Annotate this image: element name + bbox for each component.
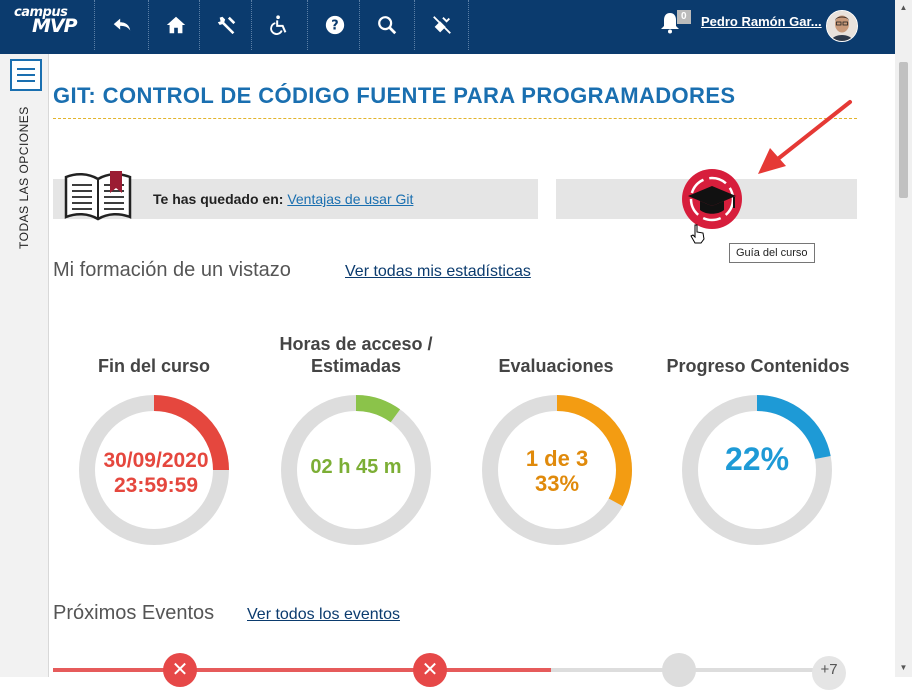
search-button[interactable] xyxy=(359,0,414,50)
back-icon xyxy=(113,18,131,31)
course-end-date: 30/09/2020 xyxy=(103,449,209,472)
stat-label-line1: Fin del curso xyxy=(97,356,211,376)
accessibility-button[interactable] xyxy=(251,0,306,50)
hand-cursor-icon xyxy=(690,224,705,244)
ring-progress-arc xyxy=(79,395,229,545)
campusmvp-logo[interactable]: campus MVP xyxy=(14,5,78,37)
vertical-scrollbar[interactable]: ▲ ▼ xyxy=(895,0,912,677)
assessments-ring xyxy=(482,395,632,545)
past-event-marker[interactable]: ✕ xyxy=(163,653,197,687)
events-heading: Próximos Eventos xyxy=(53,602,215,624)
home-icon xyxy=(166,16,186,34)
ring-progress-arc xyxy=(281,395,431,545)
svg-text:?: ? xyxy=(331,19,338,34)
events-timeline-progress xyxy=(53,668,551,672)
course-end-value: 30/09/2020 23:59:59 xyxy=(76,448,236,498)
help-icon: ? xyxy=(325,15,345,35)
all-events-link[interactable]: Ver todos los eventos xyxy=(247,606,400,623)
user-name-link[interactable]: Pedro Ramón Gar... xyxy=(701,14,822,29)
stat-label-line1: Horas de acceso / xyxy=(279,334,433,354)
title-divider xyxy=(53,118,857,119)
home-button[interactable] xyxy=(148,0,203,50)
resume-label: Te has quedado en: xyxy=(153,191,284,207)
annotation-arrow xyxy=(758,100,852,174)
access-hours-label: Horas de acceso / Estimadas xyxy=(256,333,456,377)
user-photo xyxy=(827,11,857,41)
tools-icon xyxy=(217,16,236,35)
scroll-down-arrow-icon[interactable]: ▼ xyxy=(899,663,908,672)
close-icon: ✕ xyxy=(171,659,189,681)
hamburger-icon xyxy=(17,68,35,70)
overview-heading: Mi formación de un vistazo xyxy=(53,259,291,281)
accessibility-icon xyxy=(270,15,287,35)
course-title: GIT: CONTROL DE CÓDIGO FUENTE PARA PROGR… xyxy=(53,83,736,108)
last-lesson-link[interactable]: Ventajas de usar Git xyxy=(287,191,414,207)
connection-button[interactable] xyxy=(414,0,469,50)
no-connection-icon xyxy=(433,16,451,34)
close-icon: ✕ xyxy=(421,659,439,681)
scrollbar-thumb[interactable] xyxy=(899,62,908,198)
nav-separator xyxy=(468,0,469,50)
search-icon xyxy=(378,16,397,35)
all-stats-link[interactable]: Ver todas mis estadísticas xyxy=(345,263,531,280)
notification-count-badge: 0 xyxy=(677,10,691,24)
options-sidebar: TODAS LAS OPCIONES xyxy=(0,54,49,677)
course-guide-tooltip: Guía del curso xyxy=(729,243,815,263)
content-progress-value: 22% xyxy=(724,441,790,477)
hamburger-line xyxy=(17,74,35,76)
help-button[interactable]: ? xyxy=(307,0,362,50)
stat-label-line2: Estimadas xyxy=(310,356,402,376)
course-guide-button[interactable] xyxy=(676,168,748,230)
course-end-time: 23:59:59 xyxy=(113,474,199,497)
content-progress-label: Progreso Contenidos xyxy=(658,355,858,377)
tools-button[interactable] xyxy=(199,0,254,50)
ring-progress-arc xyxy=(482,395,632,545)
content-progress-ring xyxy=(682,395,832,545)
past-event-marker[interactable]: ✕ xyxy=(413,653,447,687)
access-hours-ring xyxy=(281,395,431,545)
assessments-count: 1 de 3 xyxy=(525,446,589,471)
avatar[interactable] xyxy=(826,10,858,42)
back-button[interactable] xyxy=(94,0,149,50)
stat-label-line1: Evaluaciones xyxy=(498,356,614,376)
all-options-label[interactable]: TODAS LAS OPCIONES xyxy=(17,106,31,249)
bell-icon[interactable] xyxy=(658,11,682,35)
logo-top-text: campus xyxy=(14,5,68,20)
more-events-badge[interactable]: +7 xyxy=(812,656,846,690)
logo-bottom-text: MVP xyxy=(32,15,78,37)
hamburger-line xyxy=(17,80,35,82)
stat-label-line1: Progreso Contenidos xyxy=(666,356,850,376)
ring-progress-arc xyxy=(682,395,832,545)
upcoming-event-marker[interactable] xyxy=(662,653,696,687)
assessments-value: 1 de 3 33% xyxy=(477,446,637,496)
open-book-icon xyxy=(64,171,132,221)
course-end-label: Fin del curso xyxy=(54,355,254,377)
access-hours-value: 02 h 45 m xyxy=(310,456,402,478)
assessments-label: Evaluaciones xyxy=(456,355,656,377)
assessments-percent: 33% xyxy=(534,471,580,496)
menu-toggle-button[interactable] xyxy=(10,59,42,91)
course-end-ring xyxy=(79,395,229,545)
resume-panel xyxy=(53,179,538,219)
scroll-up-arrow-icon[interactable]: ▲ xyxy=(899,3,908,12)
top-navigation-bar: campus MVP ? 0 Pedro Ramón Gar... xyxy=(0,0,895,54)
resume-text: Te has quedado en: Ventajas de usar Git xyxy=(153,191,413,207)
